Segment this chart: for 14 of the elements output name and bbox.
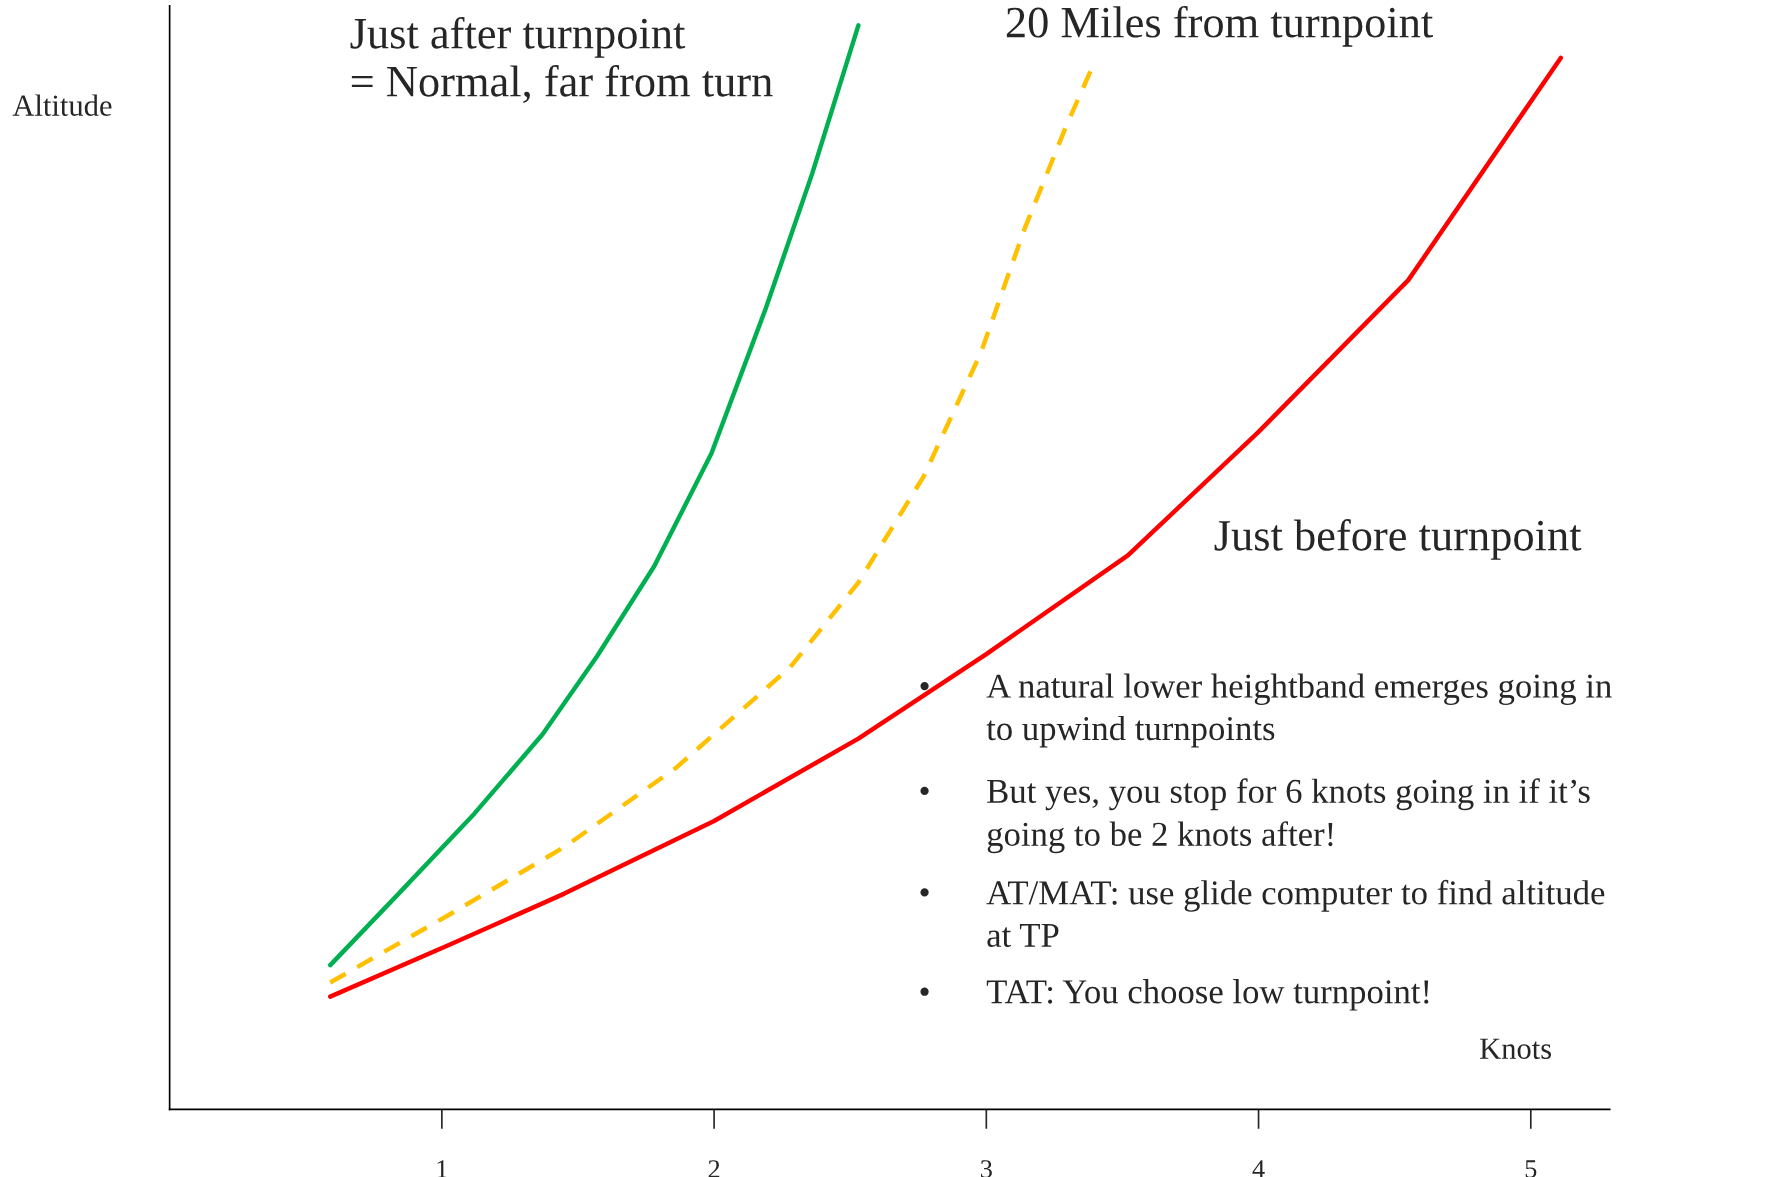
text: • TAT: You choose low turnpoint! bbox=[920, 979, 1429, 1011]
x-tick-label: 5 bbox=[1525, 1160, 1537, 1177]
text: • AT/MAT: use glide computer to find altitude at TP bbox=[920, 879, 1605, 948]
text: • A natural lower heightband emerges going in to upwind turnpoints bbox=[920, 673, 1612, 748]
x-tick-label: 4 bbox=[1252, 1160, 1265, 1177]
series-label: Just before turnpoint bbox=[1214, 518, 1582, 560]
x-tick-label: 3 bbox=[980, 1160, 992, 1177]
series-label: Just after turnpoint = Normal, far from turn bbox=[350, 16, 773, 104]
text: • But yes, you stop for 6 knots going in if it’s going to be 2 knots after! bbox=[920, 778, 1590, 854]
x-tick-label: 2 bbox=[708, 1160, 720, 1177]
series-label: 20 Miles from turnpoint bbox=[1006, 5, 1433, 47]
x-axis-title: Knots bbox=[1480, 1038, 1552, 1059]
y-axis-title: Altitude bbox=[12, 94, 112, 116]
x-tick-label: 1 bbox=[437, 1160, 447, 1177]
